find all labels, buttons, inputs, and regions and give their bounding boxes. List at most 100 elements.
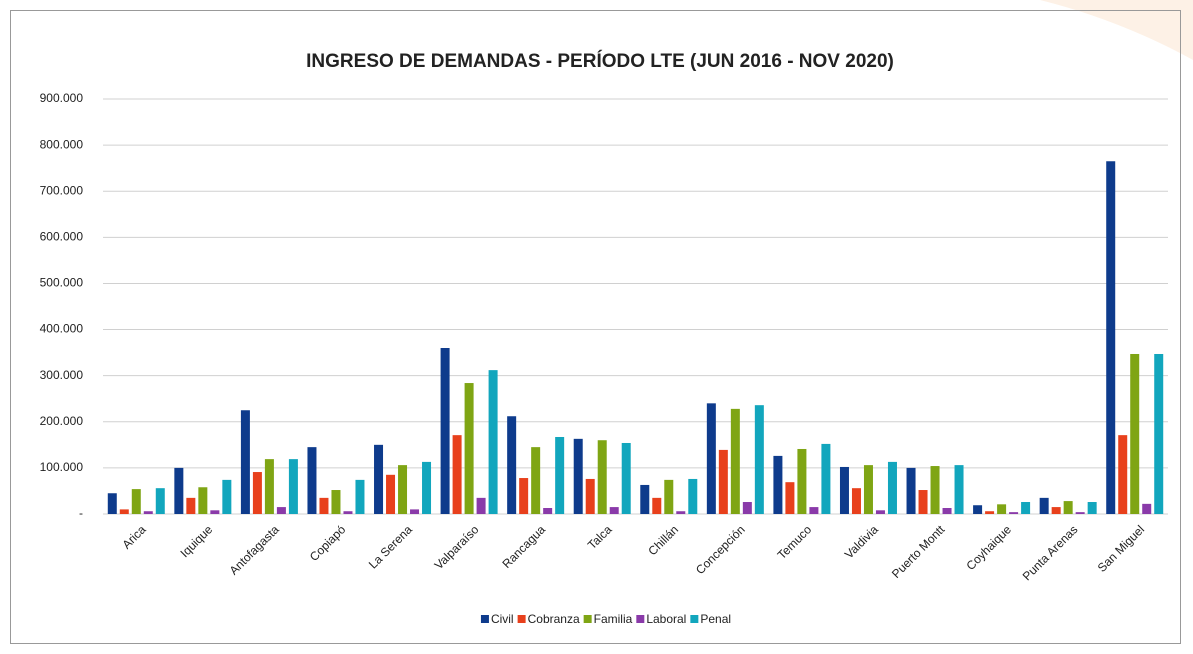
x-tick-label: Chillán — [645, 522, 681, 558]
bar — [887, 461, 897, 514]
legend-label: Familia — [594, 612, 633, 626]
bar — [543, 508, 553, 514]
y-tick-label: 100.000 — [40, 460, 84, 474]
bar — [773, 455, 783, 514]
x-tick-label: Arica — [119, 522, 148, 551]
x-tick-label: Rancagua — [499, 522, 548, 571]
bar — [1021, 502, 1031, 514]
bar — [906, 467, 916, 514]
bar — [374, 444, 384, 514]
bar — [688, 478, 698, 514]
legend-swatch — [636, 615, 645, 623]
y-tick-label: 700.000 — [40, 183, 84, 197]
bar — [519, 478, 529, 514]
legend-swatch — [517, 615, 526, 623]
corner-decoration — [1040, 0, 1193, 60]
bar — [839, 466, 849, 514]
bar — [355, 479, 365, 514]
x-tick-label: Coyhaique — [963, 522, 1014, 573]
bar — [930, 466, 940, 514]
bar — [942, 508, 952, 514]
y-tick-label: 300.000 — [40, 368, 84, 382]
bar — [640, 484, 650, 514]
y-tick-label: 200.000 — [40, 414, 84, 428]
bar — [1118, 435, 1128, 514]
bar — [985, 511, 995, 514]
bar — [174, 467, 184, 514]
y-tick-label: 600.000 — [40, 230, 84, 244]
legend-label: Laboral — [646, 612, 686, 626]
bar — [1075, 512, 1085, 514]
bar — [664, 479, 674, 514]
legend-label: Cobranza — [528, 612, 580, 626]
bar — [398, 465, 408, 514]
bar — [155, 488, 165, 514]
bar — [754, 405, 764, 514]
legend-swatch — [480, 615, 489, 623]
bar — [1009, 512, 1019, 514]
y-tick-label: - — [79, 506, 83, 520]
y-tick-label: 900.000 — [40, 91, 84, 105]
bar — [131, 489, 141, 514]
bar — [343, 511, 353, 514]
y-tick-label: 400.000 — [40, 322, 84, 336]
legend-label: Penal — [700, 612, 731, 626]
bar — [119, 509, 129, 514]
bar — [730, 408, 740, 514]
bar — [573, 438, 583, 514]
bar — [997, 504, 1007, 514]
bar — [851, 488, 861, 514]
bar — [410, 509, 420, 514]
bar — [954, 465, 964, 514]
bar — [186, 497, 196, 514]
x-tick-label: San Miguel — [1095, 522, 1147, 574]
bar — [198, 487, 208, 514]
bar — [809, 507, 819, 514]
legend-swatch — [583, 615, 592, 623]
bar — [240, 410, 250, 514]
bar — [422, 461, 432, 514]
y-tick-label: 500.000 — [40, 276, 84, 290]
x-tick-label: Antofagasta — [227, 522, 282, 577]
x-tick-label: La Serena — [366, 522, 415, 571]
y-tick-label: 800.000 — [40, 137, 84, 151]
bar — [676, 511, 686, 514]
bar — [107, 493, 117, 514]
bar — [319, 497, 329, 514]
bar — [918, 490, 928, 514]
bar — [718, 449, 728, 514]
bar — [1039, 497, 1049, 514]
bar — [210, 510, 220, 514]
x-tick-label: Puerto Montt — [889, 522, 948, 581]
x-tick-label: Valparaíso — [432, 522, 482, 572]
x-tick-label: Concepción — [693, 522, 748, 577]
bar — [307, 447, 317, 514]
bar — [555, 436, 565, 514]
x-tick-label: Punta Arenas — [1020, 522, 1081, 583]
bar — [1051, 507, 1061, 514]
bar — [222, 479, 232, 514]
bar — [276, 507, 286, 514]
x-tick-label: Valdivia — [842, 522, 881, 561]
bar — [875, 510, 885, 514]
bar — [386, 474, 396, 514]
bar — [1087, 502, 1097, 514]
bar — [264, 459, 274, 514]
bar — [1063, 501, 1073, 514]
bar — [507, 416, 517, 514]
bar — [706, 403, 716, 514]
bar — [863, 465, 873, 514]
bar — [1130, 353, 1140, 514]
bar — [821, 443, 831, 514]
bar — [476, 497, 486, 514]
chart-title: INGRESO DE DEMANDAS - PERÍODO LTE (JUN 2… — [306, 50, 894, 72]
bar — [973, 505, 983, 514]
x-tick-label: Copiapó — [307, 522, 349, 564]
bar — [143, 511, 153, 514]
bar — [288, 459, 298, 514]
bar — [652, 497, 662, 514]
bar — [1154, 353, 1164, 514]
bar — [1106, 161, 1116, 514]
bar — [742, 502, 752, 514]
